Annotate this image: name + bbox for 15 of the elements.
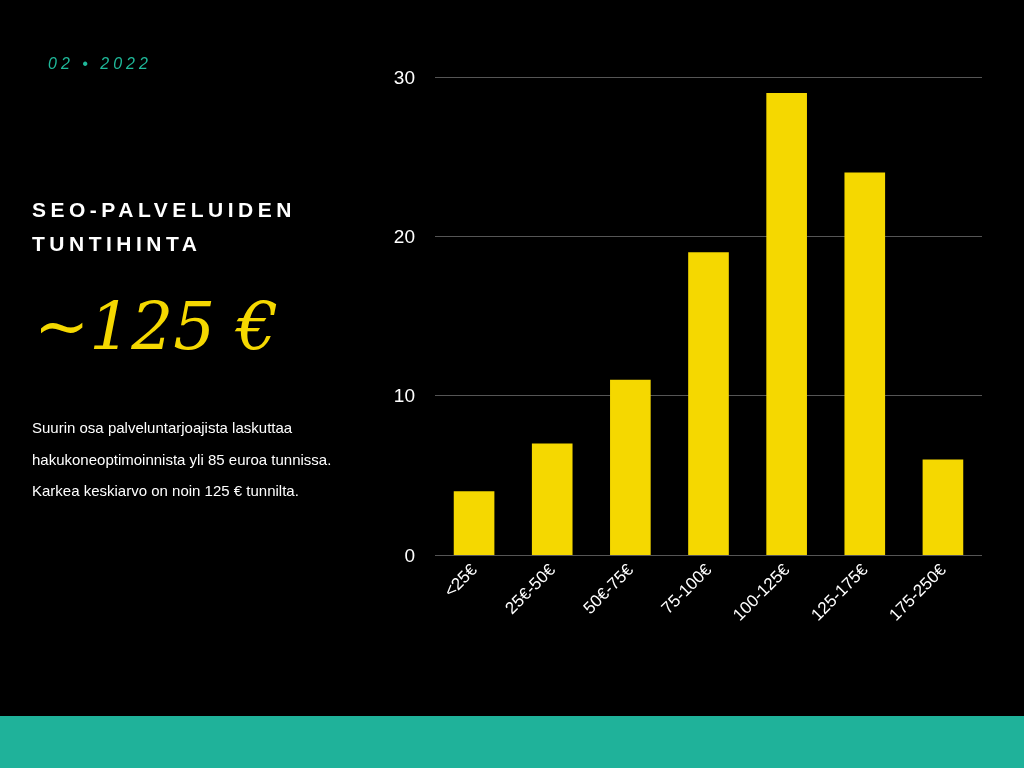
bar [688, 252, 729, 555]
bar [531, 443, 573, 555]
text: ~125 € [34, 288, 279, 365]
bar [766, 92, 807, 555]
y-tick-label: 20 [393, 225, 415, 247]
bar [844, 172, 886, 555]
text: SEO-PALVELUIDEN TUNTIHINTA [32, 197, 297, 257]
bar [453, 491, 495, 555]
bar [922, 459, 964, 555]
y-tick-label: 10 [393, 385, 415, 407]
bar [610, 379, 651, 555]
text: Suurin osa palveluntarjoajista laskuttaa hakukoneoptimoinnista yli 85 euroa tunnissa. Karkea keskiarvo on noin 125 € tunnilta. [32, 418, 333, 501]
y-tick-label: 30 [393, 66, 415, 88]
y-tick-label: 0 [404, 544, 415, 566]
text: 02 • 2022 [48, 55, 152, 73]
